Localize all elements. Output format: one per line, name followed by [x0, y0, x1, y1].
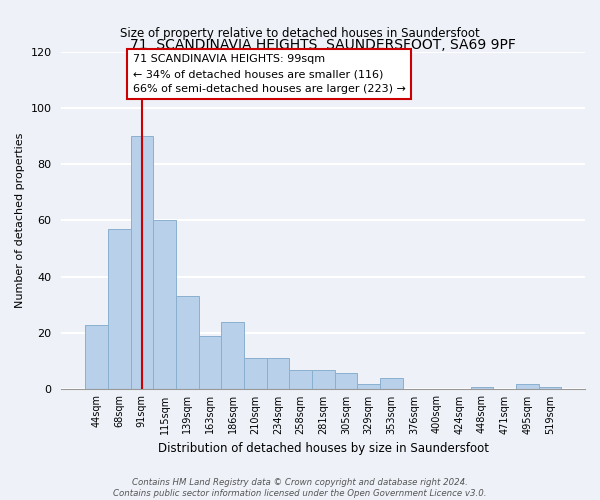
Bar [176, 296, 199, 390]
Bar [335, 372, 357, 390]
Bar [357, 384, 380, 390]
Text: 71 SCANDINAVIA HEIGHTS: 99sqm
← 34% of detached houses are smaller (116)
66% of : 71 SCANDINAVIA HEIGHTS: 99sqm ← 34% of d… [133, 54, 406, 94]
X-axis label: Distribution of detached houses by size in Saundersfoot: Distribution of detached houses by size … [158, 442, 489, 455]
Text: Contains HM Land Registry data © Crown copyright and database right 2024.
Contai: Contains HM Land Registry data © Crown c… [113, 478, 487, 498]
Bar [199, 336, 221, 390]
Bar [244, 358, 266, 390]
Bar [380, 378, 403, 390]
Bar [312, 370, 335, 390]
Bar [108, 229, 131, 390]
Bar [470, 386, 493, 390]
Bar [289, 370, 312, 390]
Bar [539, 386, 561, 390]
Y-axis label: Number of detached properties: Number of detached properties [15, 133, 25, 308]
Bar [85, 324, 108, 390]
Bar [153, 220, 176, 390]
Bar [516, 384, 539, 390]
Bar [131, 136, 153, 390]
Text: Size of property relative to detached houses in Saundersfoot: Size of property relative to detached ho… [120, 28, 480, 40]
Title: 71, SCANDINAVIA HEIGHTS, SAUNDERSFOOT, SA69 9PF: 71, SCANDINAVIA HEIGHTS, SAUNDERSFOOT, S… [130, 38, 516, 52]
Bar [221, 322, 244, 390]
Bar [266, 358, 289, 390]
